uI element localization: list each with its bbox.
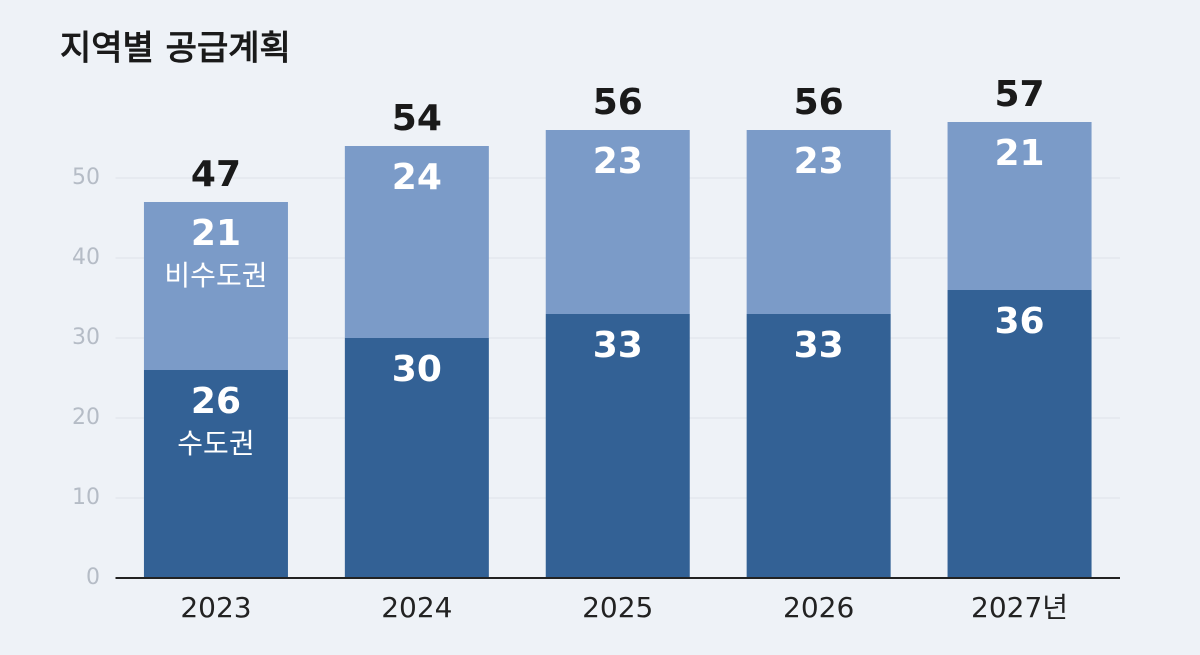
bar-segment: [143, 202, 288, 370]
value-label: 21: [191, 213, 241, 254]
bar-segment: [344, 146, 489, 338]
value-label: 30: [392, 349, 442, 390]
bar-segment: [545, 314, 690, 578]
value-label: 24: [392, 157, 442, 198]
bar-segment: [947, 290, 1092, 578]
bar-segment: [545, 130, 690, 314]
value-label: 33: [794, 325, 844, 366]
total-label: 54: [392, 98, 442, 139]
value-label: 23: [794, 141, 844, 182]
y-tick-label: 10: [72, 485, 100, 510]
chart-title: 지역별 공급계획: [60, 29, 291, 69]
value-label: 23: [593, 141, 643, 182]
total-label: 57: [994, 74, 1044, 115]
bar-segment: [143, 370, 288, 578]
total-label: 56: [593, 82, 643, 123]
bar-segment: [344, 338, 489, 578]
y-tick-label: 20: [72, 405, 100, 430]
value-label: 33: [593, 325, 643, 366]
series-label: 비수도권: [164, 259, 267, 292]
bar-segment: [746, 130, 891, 314]
bar-segment: [947, 122, 1092, 290]
x-tick-label: 2023: [180, 591, 251, 624]
value-label: 26: [191, 381, 241, 422]
x-tick-label: 2026: [783, 591, 854, 624]
x-tick-label: 2025: [582, 591, 653, 624]
y-tick-label: 40: [72, 245, 100, 270]
bar-segment: [746, 314, 891, 578]
value-label: 21: [994, 133, 1044, 174]
series-label: 수도권: [177, 427, 254, 460]
y-tick-label: 0: [86, 565, 100, 590]
y-tick-label: 30: [72, 325, 100, 350]
y-tick-label: 50: [72, 165, 100, 190]
value-label: 36: [994, 301, 1044, 342]
x-tick-label: 2024: [381, 591, 452, 624]
x-tick-label: 2027년: [971, 591, 1068, 624]
total-label: 47: [191, 154, 241, 195]
total-label: 56: [794, 82, 844, 123]
